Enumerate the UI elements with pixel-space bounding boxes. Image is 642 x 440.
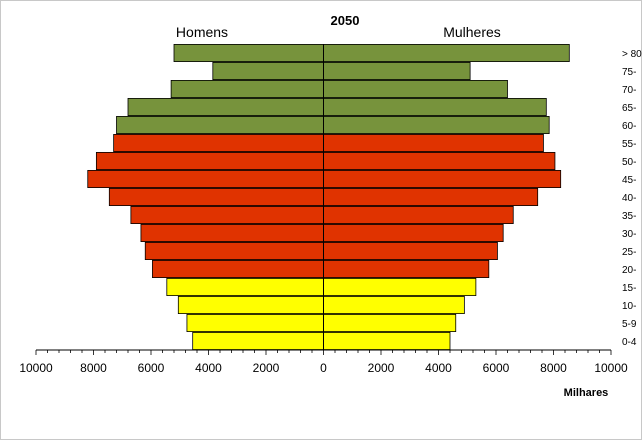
- bar-men-0-4: [192, 331, 324, 350]
- women-label: Mulheres: [443, 24, 501, 40]
- bar-men-25-: [144, 241, 324, 260]
- bar-men-5-9: [186, 313, 324, 332]
- bar-men-> 80: [173, 44, 324, 63]
- bar-women-75-: [323, 62, 471, 81]
- age-label-25-: 25-: [622, 247, 636, 258]
- bar-men-10-: [177, 295, 324, 314]
- age-label-15-: 15-: [622, 283, 636, 294]
- bar-women-70-: [323, 80, 508, 99]
- bar-women-40-: [323, 187, 539, 206]
- x-tick-label: 2000: [368, 361, 395, 375]
- bars-group: [87, 44, 570, 350]
- age-label-10-: 10-: [622, 301, 636, 312]
- bar-women-60-: [323, 116, 550, 135]
- x-tick-label: 6000: [483, 361, 510, 375]
- bar-men-30-: [140, 223, 324, 242]
- age-label-> 80: > 80: [622, 49, 642, 60]
- age-label-70-: 70-: [622, 85, 636, 96]
- x-tick-label: 8000: [540, 361, 567, 375]
- bar-women-25-: [323, 241, 498, 260]
- bar-men-75-: [212, 62, 324, 81]
- bar-women-10-: [323, 295, 465, 314]
- x-tick-label: 4000: [195, 361, 222, 375]
- x-axis-title: Milhares: [564, 387, 609, 399]
- bar-women-0-4: [323, 331, 451, 350]
- age-label-60-: 60-: [622, 121, 636, 132]
- age-label-30-: 30-: [622, 229, 636, 240]
- chart-title: 2050: [331, 13, 360, 28]
- bar-women-20-: [323, 259, 490, 278]
- bar-men-70-: [170, 80, 324, 99]
- bar-women-65-: [323, 98, 547, 117]
- x-tick-label: 8000: [80, 361, 107, 375]
- bar-men-20-: [152, 259, 324, 278]
- bar-men-45-: [87, 169, 324, 188]
- age-label-45-: 45-: [622, 175, 636, 186]
- bar-women-5-9: [323, 313, 457, 332]
- age-label-35-: 35-: [622, 211, 636, 222]
- age-label-55-: 55-: [622, 139, 636, 150]
- age-label-5-9: 5-9: [622, 319, 637, 330]
- x-tick-label: 10000: [594, 361, 628, 375]
- bar-men-15-: [166, 277, 324, 296]
- bar-men-65-: [127, 98, 324, 117]
- x-tick-label: 6000: [138, 361, 165, 375]
- age-label-0-4: 0-4: [622, 337, 637, 348]
- bar-men-40-: [108, 187, 324, 206]
- bar-men-50-: [95, 151, 324, 170]
- bar-women-35-: [323, 205, 514, 224]
- age-label-65-: 65-: [622, 103, 636, 114]
- bar-women-> 80: [323, 44, 570, 63]
- x-tick-label: 2000: [253, 361, 280, 375]
- bar-women-45-: [323, 169, 562, 188]
- x-tick-label: 0: [320, 361, 327, 375]
- x-tick-label: 4000: [425, 361, 452, 375]
- bar-women-30-: [323, 223, 504, 242]
- bar-men-55-: [113, 133, 324, 152]
- bar-men-35-: [130, 205, 324, 224]
- men-label: Homens: [176, 24, 228, 40]
- bar-women-55-: [323, 133, 544, 152]
- bar-men-60-: [116, 116, 324, 135]
- age-label-40-: 40-: [622, 193, 636, 204]
- age-group-labels: 0-4 5-9 10- 15- 20- 25- 30- 35- 40- 45- 50- 55- 60- 6…: [622, 49, 642, 348]
- age-label-50-: 50-: [622, 157, 636, 168]
- x-tick-label: 10000: [19, 361, 53, 375]
- x-axis: 10000 8000 6000 4000 2000 0 2000 4000 6000 8000 10…: [19, 349, 628, 375]
- age-label-75-: 75-: [622, 67, 636, 78]
- bar-women-15-: [323, 277, 477, 296]
- age-label-20-: 20-: [622, 265, 636, 276]
- bar-women-50-: [323, 151, 556, 170]
